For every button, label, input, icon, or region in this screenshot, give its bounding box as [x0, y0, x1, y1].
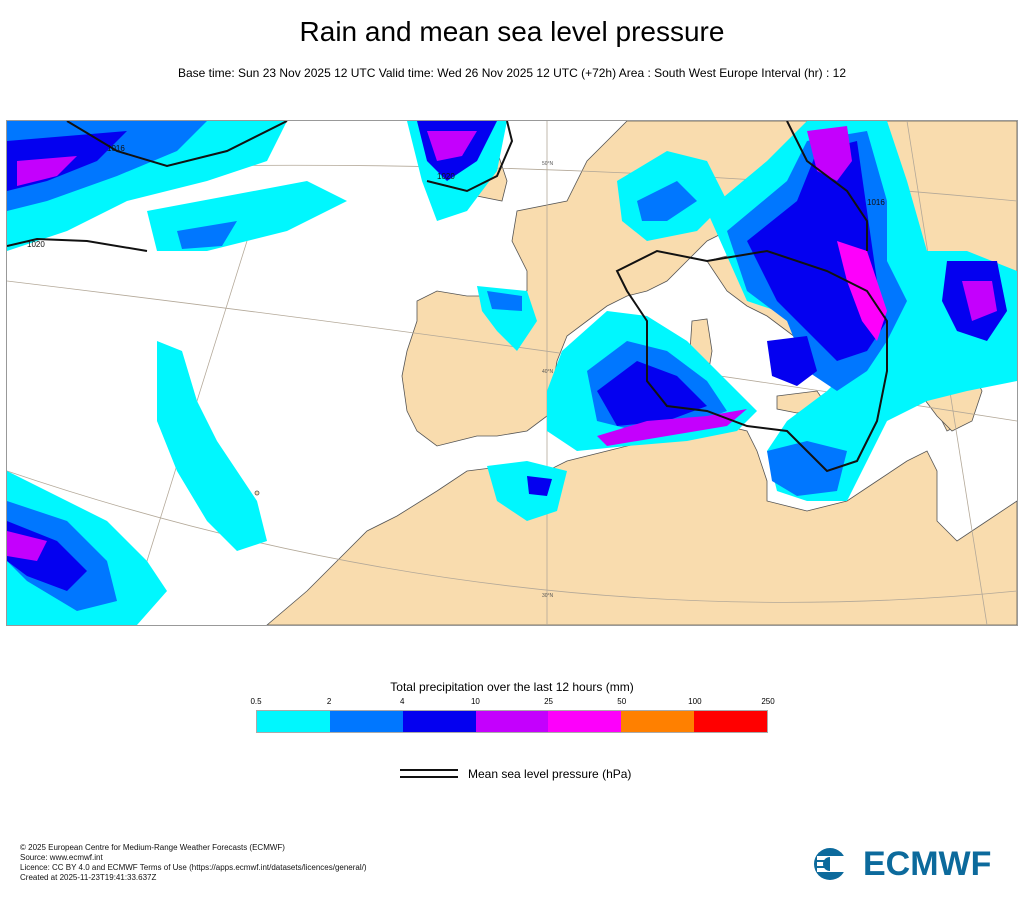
- isobars: [7, 121, 888, 473]
- isobar-label: 1016: [107, 144, 125, 153]
- mslp-legend-line: [400, 769, 458, 771]
- credit-line: Source: www.ecmwf.int: [20, 853, 103, 862]
- colorbar-segment-3: [475, 711, 549, 732]
- mslp-legend: Mean sea level pressure (hPa): [398, 766, 658, 786]
- precip-colorbar: [256, 710, 768, 733]
- colorbar-segment-5: [621, 711, 695, 732]
- forecast-map: 1016 1020 1020 1016 50°N 40°N 30°N: [6, 120, 1018, 626]
- tick-label: 10: [470, 697, 480, 706]
- lat-label-30n: 30°N: [542, 593, 554, 599]
- map-svg: 1016 1020 1020 1016 50°N 40°N 30°N: [7, 121, 1017, 625]
- precip-layer: [7, 121, 1017, 625]
- tick-label: 25: [544, 697, 554, 706]
- land-africa: [266, 425, 1017, 625]
- lat-label-50n: 50°N: [542, 161, 554, 167]
- mslp-legend-line: [400, 776, 458, 778]
- colorbar-segment-6: [694, 711, 768, 732]
- colorbar-segment-2: [402, 711, 476, 732]
- tick-label: 0.5: [250, 697, 262, 706]
- credit-line: Licence: CC BY 4.0 and ECMWF Terms of Us…: [20, 863, 367, 872]
- colorbar-segment-0: [257, 711, 330, 732]
- graticule-labels: 50°N 40°N 30°N: [542, 161, 554, 599]
- isobar-label: 1020: [437, 172, 455, 181]
- tick-label: 250: [761, 697, 775, 706]
- credit-line: Created at 2025-11-23T19:41:33.637Z: [20, 873, 157, 882]
- tick-label: 100: [688, 697, 702, 706]
- chart-subtitle: Base time: Sun 23 Nov 2025 12 UTC Valid …: [177, 66, 846, 80]
- lat-label-40n: 40°N: [542, 369, 554, 375]
- tick-label: 50: [617, 697, 627, 706]
- credit-line: © 2025 European Centre for Medium-Range …: [20, 843, 285, 852]
- ecmwf-logo-text: ECMWF: [863, 844, 992, 883]
- tick-label: 2: [326, 697, 332, 706]
- isobar-labels: 1016 1020 1020 1016: [27, 144, 885, 249]
- credits: © 2025 European Centre for Medium-Range …: [20, 843, 367, 883]
- colorbar-ticks: 0.5 2 4 10 25 50 100 250: [250, 697, 774, 707]
- isobar-label: 1016: [867, 198, 885, 207]
- colorbar-segment-4: [548, 711, 622, 732]
- mslp-legend-label: Mean sea level pressure (hPa): [468, 767, 632, 781]
- chart-title: Rain and mean sea level pressure: [299, 16, 725, 47]
- ecmwf-logo: ECMWF: [813, 844, 992, 883]
- isobar-label: 1020: [27, 240, 45, 249]
- ecmwf-logo-icon: [814, 848, 859, 880]
- colorbar-segment-1: [329, 711, 403, 732]
- legend-title: Total precipitation over the last 12 hou…: [390, 680, 634, 694]
- tick-label: 4: [400, 697, 405, 706]
